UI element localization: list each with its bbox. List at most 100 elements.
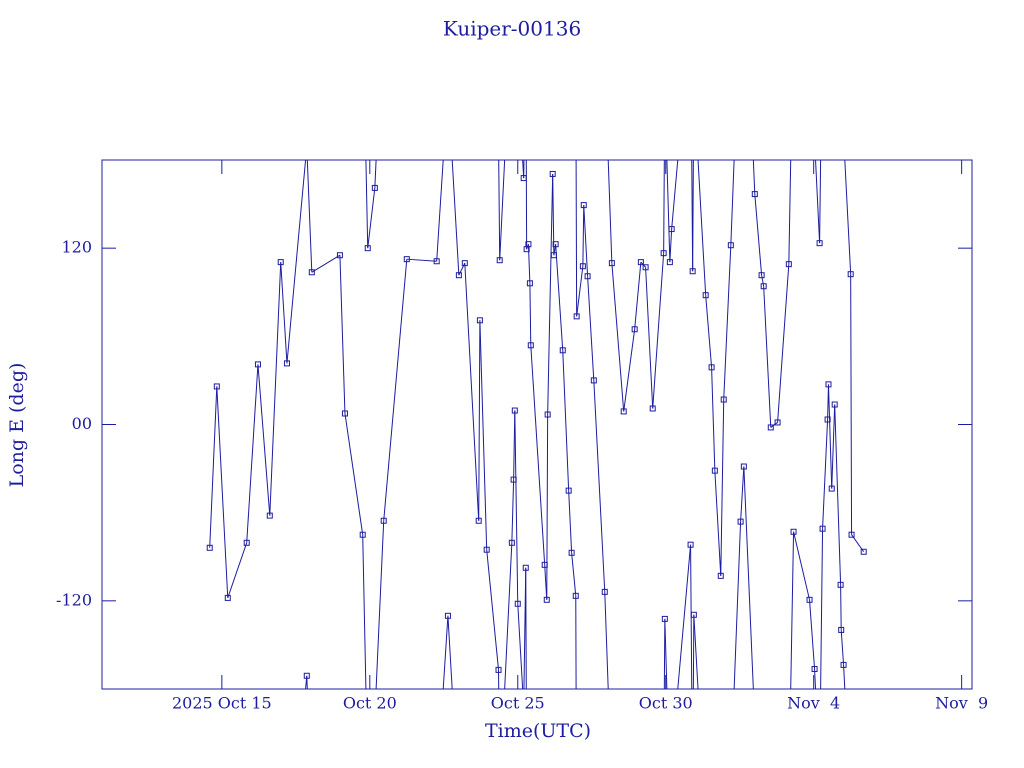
point-marker bbox=[702, 292, 709, 299]
point-marker bbox=[541, 561, 548, 568]
line-segment bbox=[367, 187, 376, 249]
line-segment bbox=[752, 159, 756, 195]
point-marker bbox=[266, 512, 273, 519]
line-segment bbox=[652, 253, 665, 409]
x-tick-label: Oct 25 bbox=[491, 694, 545, 713]
line-segment bbox=[436, 159, 444, 262]
point-marker bbox=[475, 517, 482, 524]
line-segment bbox=[593, 380, 606, 592]
point-marker bbox=[642, 264, 649, 271]
line-segment bbox=[587, 276, 595, 381]
line-segment bbox=[714, 470, 722, 576]
line-segment bbox=[733, 521, 742, 690]
point-marker bbox=[708, 364, 715, 371]
line-segment bbox=[583, 205, 589, 277]
line-segment bbox=[555, 244, 564, 351]
line-segment bbox=[834, 404, 842, 585]
line-segment bbox=[498, 159, 501, 261]
line-segment bbox=[451, 159, 460, 276]
line-segment bbox=[740, 466, 745, 522]
line-segment bbox=[820, 528, 824, 690]
line-segment bbox=[634, 262, 642, 330]
line-segment bbox=[447, 615, 453, 690]
line-segment bbox=[814, 668, 817, 690]
line-segment bbox=[514, 410, 519, 604]
point-marker bbox=[737, 518, 744, 525]
point-marker bbox=[580, 202, 587, 209]
line-segment bbox=[777, 264, 790, 423]
line-segment bbox=[568, 490, 573, 553]
point-marker bbox=[496, 257, 503, 264]
point-marker bbox=[510, 476, 517, 483]
line-segment bbox=[464, 263, 480, 521]
line-segment bbox=[840, 584, 842, 630]
point-marker bbox=[514, 600, 521, 607]
line-segment bbox=[623, 329, 636, 412]
point-marker bbox=[303, 672, 310, 679]
line-segment bbox=[582, 205, 585, 267]
line-segment bbox=[788, 159, 792, 265]
x-axis-label: Time(UTC) bbox=[485, 720, 591, 742]
line-segment bbox=[822, 419, 829, 529]
point-marker bbox=[751, 191, 758, 198]
point-marker bbox=[579, 263, 586, 270]
point-marker bbox=[790, 528, 797, 535]
point-marker bbox=[785, 261, 792, 268]
line-segment bbox=[511, 479, 515, 543]
line-segment bbox=[546, 414, 549, 600]
line-segment bbox=[790, 531, 795, 690]
point-marker bbox=[277, 259, 284, 266]
point-marker bbox=[840, 661, 847, 668]
point-marker bbox=[364, 245, 371, 252]
line-segment bbox=[571, 552, 577, 596]
line-segment bbox=[666, 159, 671, 263]
point-marker bbox=[666, 259, 673, 266]
point-marker bbox=[649, 405, 656, 412]
line-segment bbox=[819, 159, 822, 244]
line-segment bbox=[406, 258, 437, 262]
point-marker bbox=[359, 531, 366, 538]
line-segment bbox=[723, 245, 732, 400]
point-marker bbox=[549, 170, 556, 177]
point-marker bbox=[476, 317, 483, 324]
line-segment bbox=[645, 267, 654, 409]
line-segment bbox=[763, 286, 772, 428]
line-segment bbox=[604, 591, 609, 690]
point-marker bbox=[525, 241, 532, 248]
line-segment bbox=[339, 255, 346, 414]
line-segment bbox=[286, 159, 307, 364]
line-segment bbox=[269, 262, 282, 516]
point-marker bbox=[828, 485, 835, 492]
x-tick-label: 2025 Oct 15 bbox=[172, 694, 272, 713]
point-marker bbox=[690, 611, 697, 618]
point-marker bbox=[848, 531, 855, 538]
point-marker bbox=[243, 539, 250, 546]
y-tick-label: 00 bbox=[72, 414, 92, 433]
point-marker bbox=[824, 416, 831, 423]
point-marker bbox=[758, 272, 765, 279]
line-segment bbox=[575, 159, 578, 317]
line-segment bbox=[671, 159, 679, 230]
point-marker bbox=[572, 592, 579, 599]
point-marker bbox=[461, 260, 468, 267]
line-segment bbox=[478, 320, 481, 521]
line-segment bbox=[280, 262, 288, 364]
point-marker bbox=[206, 544, 213, 551]
point-marker bbox=[687, 541, 694, 548]
line-segment bbox=[831, 404, 836, 489]
line-segment bbox=[809, 599, 816, 670]
point-marker bbox=[568, 549, 575, 556]
point-marker bbox=[403, 256, 410, 263]
point-marker bbox=[620, 408, 627, 415]
point-marker bbox=[774, 419, 781, 426]
line-segment bbox=[257, 364, 271, 516]
point-marker bbox=[433, 258, 440, 265]
line-segment bbox=[209, 386, 218, 548]
point-marker bbox=[819, 525, 826, 532]
line-segment bbox=[517, 603, 524, 690]
point-marker bbox=[720, 396, 727, 403]
point-marker bbox=[837, 581, 844, 588]
line-segment bbox=[374, 159, 377, 188]
point-marker bbox=[740, 463, 747, 470]
